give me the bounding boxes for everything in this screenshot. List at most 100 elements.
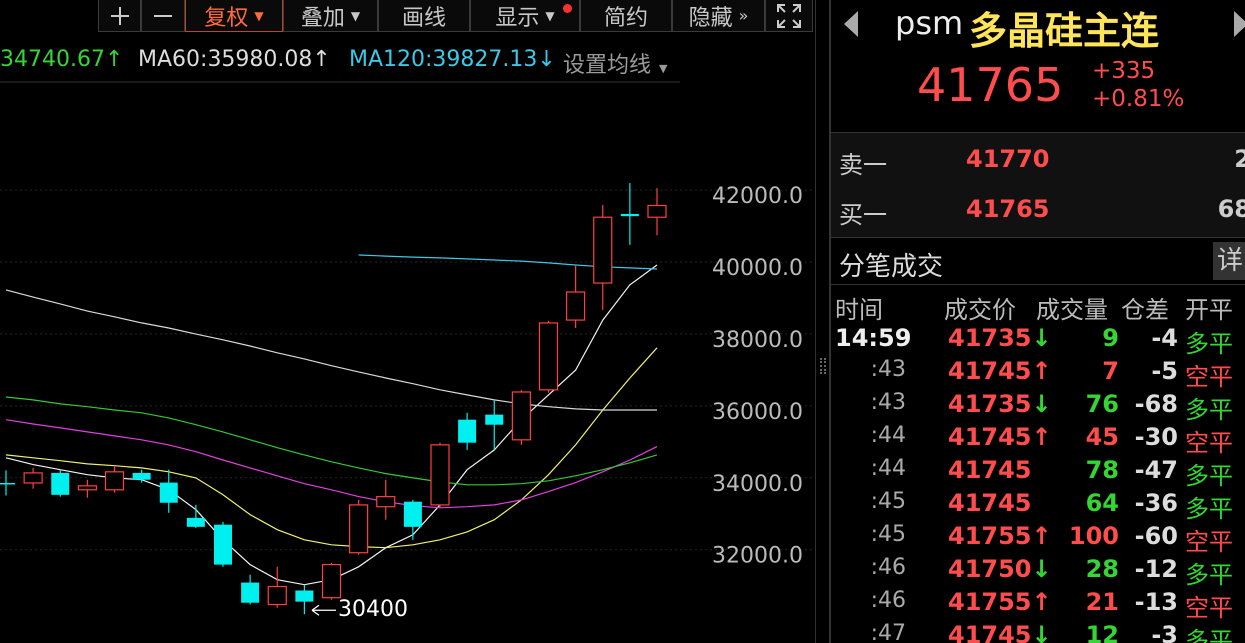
tick-time: :44 — [870, 423, 906, 448]
ma-legend-item: MA60:35980.08↑ — [138, 47, 331, 72]
tick-type: 空平 — [1185, 429, 1233, 457]
fullscreen-button[interactable] — [765, 0, 813, 32]
button-label: 画线 — [401, 5, 446, 31]
tick-volume: 100 — [1068, 522, 1119, 550]
tick-volume: 12 — [1085, 621, 1119, 643]
candle-body — [376, 496, 396, 508]
toolbar-button[interactable]: 简约 — [580, 0, 672, 32]
y-tick-label: 38000.0 — [712, 328, 803, 353]
candle-body — [104, 471, 125, 491]
column-header: 开平 — [1185, 296, 1233, 324]
quote-code: psm — [895, 4, 964, 42]
toolbar-button[interactable]: 画线 — [378, 0, 470, 32]
prev-arrow[interactable] — [843, 10, 859, 38]
candle-body — [620, 213, 639, 217]
candle-body — [458, 419, 477, 443]
quote-change-pct: +0.81% — [1092, 86, 1185, 112]
tick-volume: 45 — [1085, 423, 1119, 451]
tick-time: :45 — [870, 489, 906, 514]
tick-time: 14:59 — [835, 324, 912, 352]
order-label: 买一 — [839, 201, 887, 229]
ticks-title: 分笔成交 — [839, 252, 944, 282]
order-book — [831, 132, 1245, 238]
order-volume: 68 — [1217, 195, 1245, 223]
candle-body — [159, 482, 178, 503]
button-label: 隐藏 — [688, 5, 733, 31]
tick-direction: ↓ — [1031, 324, 1052, 352]
candle-body — [511, 391, 531, 441]
candle-body — [349, 504, 369, 554]
tick-volume: 64 — [1085, 489, 1119, 517]
column-header: 成交价 — [944, 296, 1016, 324]
low-annotation: 30400 — [338, 597, 408, 622]
tick-time: :45 — [870, 522, 906, 547]
candle-body — [186, 517, 205, 527]
order-price: 41765 — [966, 195, 1050, 223]
tick-time: :44 — [870, 456, 906, 481]
chart: 32000.0 34000.0 36000.0 38000.0 40000.0 42000… — [0, 81, 815, 622]
toolbar-button[interactable]: 隐藏 » — [672, 0, 765, 32]
button-label: 复权 — [204, 5, 249, 31]
tick-type: 多平 — [1185, 627, 1233, 643]
quote-name: 多晶硅主连 — [969, 9, 1160, 53]
quote-price: 41765 — [917, 58, 1064, 112]
tick-oi-change: -47 — [1134, 456, 1178, 484]
zoom-in-button[interactable] — [98, 0, 141, 32]
next-arrow[interactable] — [1233, 10, 1245, 38]
annotation-arrow — [311, 604, 336, 616]
divider — [815, 0, 816, 643]
order-label: 卖一 — [839, 151, 887, 179]
tick-price: 41735↓ — [948, 390, 1052, 418]
zoom-out-button[interactable] — [141, 0, 185, 32]
resize-handle[interactable] — [820, 358, 826, 374]
tick-price: 41745↑ — [948, 423, 1052, 451]
divider — [829, 0, 831, 643]
tick-price: 41750↓ — [948, 555, 1052, 583]
candle-body — [321, 564, 342, 599]
caret: ▼ — [545, 8, 555, 23]
caret: ▼ — [659, 62, 668, 75]
y-tick-label: 32000.0 — [712, 544, 803, 569]
tick-type: 多平 — [1185, 396, 1233, 424]
candle-body — [23, 472, 43, 484]
toolbar-button[interactable]: 复权 ▼ — [185, 0, 283, 32]
candle-body — [241, 582, 260, 603]
candle-body — [593, 216, 613, 284]
notification-dot — [563, 4, 572, 13]
candle-body — [295, 590, 314, 602]
tick-price: 41755↑ — [948, 588, 1052, 616]
tick-direction: ↑ — [1031, 423, 1052, 451]
tick-direction: ↓ — [1031, 390, 1052, 418]
tick-volume: 9 — [1102, 324, 1119, 352]
caret: ▼ — [350, 8, 361, 23]
ma-line — [5, 419, 658, 509]
order-price: 41770 — [966, 145, 1050, 173]
tick-oi-change: -3 — [1151, 621, 1178, 643]
tick-oi-change: -36 — [1134, 489, 1178, 517]
tick-volume: 78 — [1085, 456, 1119, 484]
tick-volume: 21 — [1085, 588, 1119, 616]
quote-panel: psm 多晶硅主连 41765 +335 +0.81% 分笔成交 详 卖一 417… — [831, 0, 1245, 643]
tick-direction: ↓ — [1031, 555, 1052, 583]
candle-body — [214, 524, 232, 565]
tick-time: :46 — [870, 588, 906, 613]
y-tick-label: 40000.0 — [712, 256, 803, 281]
candle-body — [403, 501, 422, 527]
toolbar-button[interactable]: 叠加 ▼ — [283, 0, 378, 32]
tick-type: 多平 — [1185, 495, 1233, 523]
tick-direction: ↑ — [1031, 588, 1052, 616]
tick-oi-change: -68 — [1134, 390, 1178, 418]
minus-icon — [154, 14, 172, 17]
toolbar-button[interactable]: 显示 ▼ — [470, 0, 580, 32]
detail-button[interactable]: 详 — [1213, 242, 1245, 280]
tick-price: 41745↓ — [948, 621, 1052, 643]
quote-change: +335 — [1092, 58, 1156, 84]
tick-time: :43 — [870, 357, 906, 382]
tick-time: :46 — [870, 555, 906, 580]
tick-oi-change: -12 — [1134, 555, 1178, 583]
tick-volume: 76 — [1085, 390, 1119, 418]
tick-type: 空平 — [1185, 363, 1233, 391]
tick-price: 41735↓ — [948, 324, 1052, 352]
caret: ▼ — [254, 8, 264, 23]
